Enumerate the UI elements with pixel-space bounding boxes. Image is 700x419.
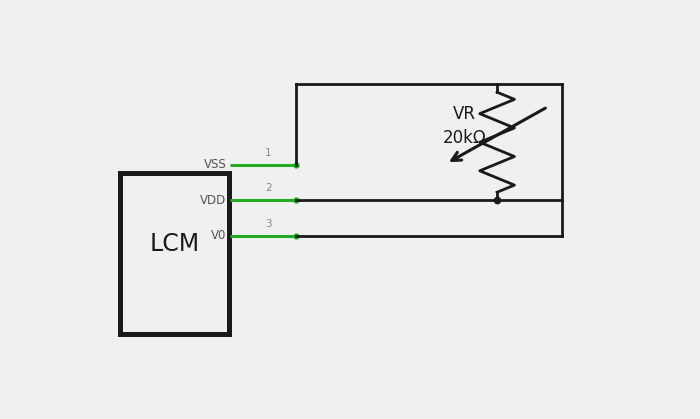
- Text: VDD: VDD: [200, 194, 226, 207]
- Text: VSS: VSS: [204, 158, 226, 171]
- Text: V0: V0: [211, 229, 226, 242]
- Text: 1: 1: [265, 148, 272, 158]
- Text: 3: 3: [265, 219, 272, 229]
- Text: LCM: LCM: [149, 232, 199, 256]
- Text: 2: 2: [265, 183, 272, 193]
- Text: VR
20kΩ: VR 20kΩ: [442, 105, 486, 147]
